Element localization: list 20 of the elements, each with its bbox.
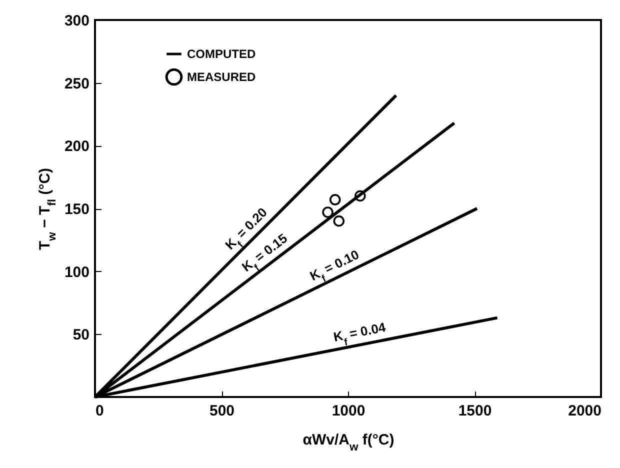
- y-tick-label: 150: [64, 201, 90, 218]
- legend-label: MEASURED: [187, 70, 256, 84]
- x-axis-title: αWv/A$_{w}$ f(°C): [302, 432, 394, 454]
- x-tick-label: 1000: [332, 402, 366, 420]
- y-tick-label: 100: [64, 264, 90, 281]
- point: [329, 194, 341, 206]
- x-tick-label: 2000: [568, 402, 602, 420]
- legend-label: COMPUTED: [187, 47, 256, 61]
- point: [333, 215, 345, 227]
- annotation: K$_{f}$ = 0.10: [307, 246, 362, 284]
- annotation: K$_{f}$ = 0.04: [332, 319, 388, 348]
- x-tick-label: 0: [96, 402, 104, 420]
- y-tick-label: 200: [64, 138, 90, 156]
- y-tick-label: 250: [64, 75, 90, 92]
- x-tick-label: 1500: [458, 402, 492, 420]
- x-tick-label: 500: [209, 402, 235, 420]
- point: [354, 190, 366, 202]
- y-tick-label: 300: [64, 12, 90, 30]
- point: [322, 206, 334, 218]
- y-tick-label: 50: [72, 326, 90, 344]
